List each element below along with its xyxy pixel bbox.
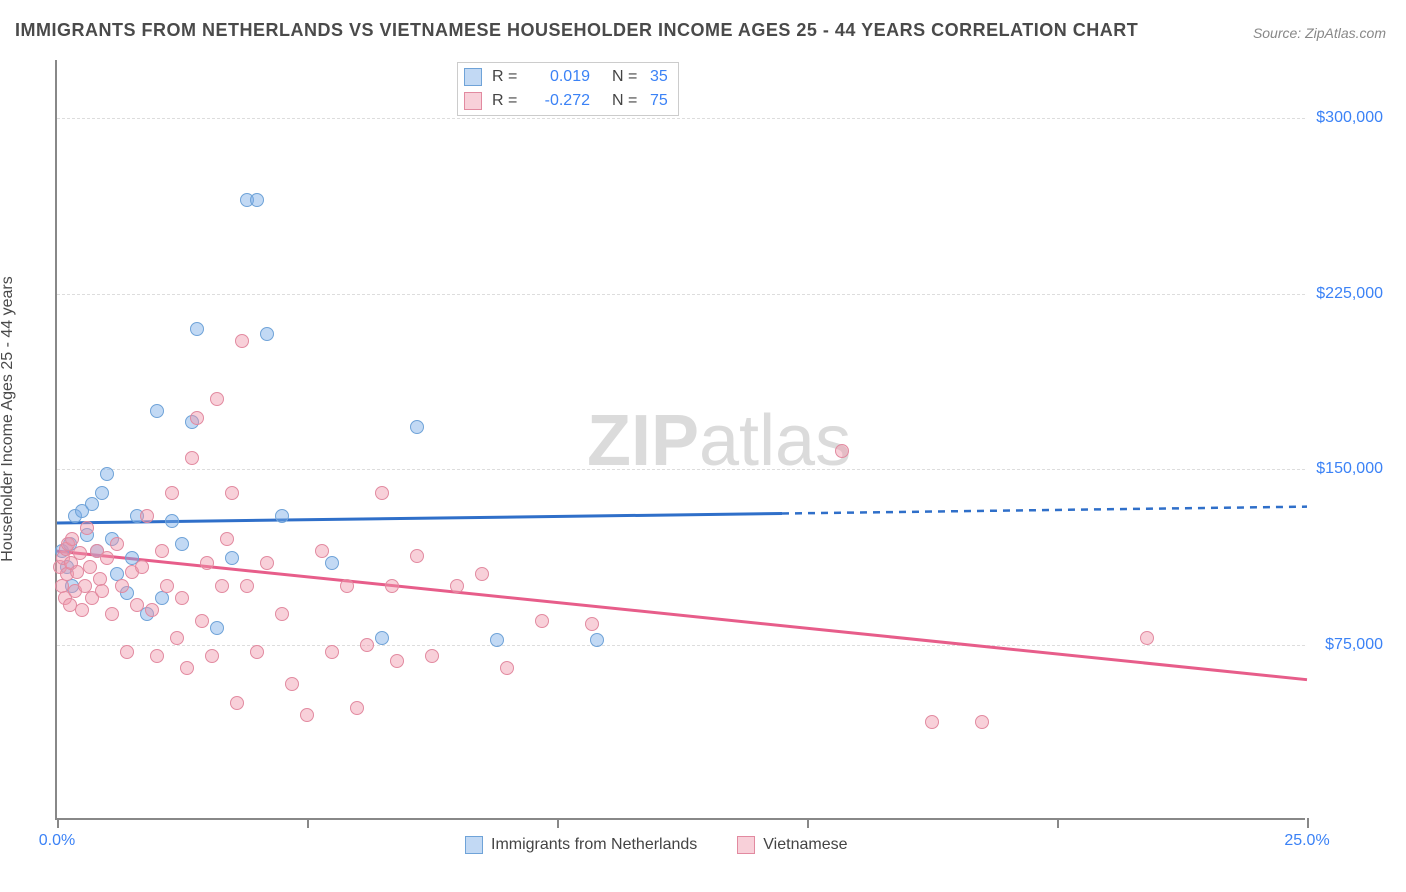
x-tick-label: 25.0% (1284, 832, 1329, 850)
data-point (100, 467, 114, 481)
data-point (120, 645, 134, 659)
data-point (190, 411, 204, 425)
data-point (195, 614, 209, 628)
data-point (175, 591, 189, 605)
data-point (250, 193, 264, 207)
data-point (340, 579, 354, 593)
data-point (585, 617, 599, 631)
y-tick-label: $300,000 (1316, 109, 1383, 127)
data-point (425, 649, 439, 663)
source-attribution: Source: ZipAtlas.com (1253, 25, 1386, 41)
data-point (260, 556, 274, 570)
data-point (375, 486, 389, 500)
data-point (225, 486, 239, 500)
x-tick-label: 0.0% (39, 832, 75, 850)
data-point (975, 715, 989, 729)
data-point (225, 551, 239, 565)
data-point (300, 708, 314, 722)
data-point (95, 486, 109, 500)
data-point (450, 579, 464, 593)
data-point (275, 607, 289, 621)
data-point (65, 532, 79, 546)
data-point (315, 544, 329, 558)
data-point (390, 654, 404, 668)
data-point (275, 509, 289, 523)
data-point (250, 645, 264, 659)
data-point (83, 560, 97, 574)
data-point (385, 579, 399, 593)
data-point (1140, 631, 1154, 645)
data-point (80, 521, 94, 535)
data-point (140, 509, 154, 523)
data-point (170, 631, 184, 645)
data-point (73, 546, 87, 560)
data-point (210, 392, 224, 406)
trend-lines (57, 60, 1307, 820)
data-point (220, 532, 234, 546)
data-point (500, 661, 514, 675)
data-point (535, 614, 549, 628)
data-point (165, 486, 179, 500)
data-point (205, 649, 219, 663)
data-point (925, 715, 939, 729)
data-point (240, 579, 254, 593)
data-point (185, 451, 199, 465)
data-point (230, 696, 244, 710)
swatch-series-0 (465, 836, 483, 854)
legend-item-1: Vietnamese (737, 836, 847, 854)
data-point (210, 621, 224, 635)
data-point (95, 584, 109, 598)
y-tick-label: $75,000 (1325, 636, 1383, 654)
trend-line-dashed (782, 507, 1307, 514)
y-tick-label: $150,000 (1316, 460, 1383, 478)
data-point (145, 603, 159, 617)
data-point (285, 677, 299, 691)
data-point (180, 661, 194, 675)
data-point (150, 404, 164, 418)
data-point (235, 334, 249, 348)
data-point (350, 701, 364, 715)
data-point (325, 645, 339, 659)
data-point (200, 556, 214, 570)
data-point (410, 420, 424, 434)
data-point (115, 579, 129, 593)
trend-line-solid (57, 551, 1307, 680)
data-point (410, 549, 424, 563)
data-point (190, 322, 204, 336)
data-point (590, 633, 604, 647)
chart-title: IMMIGRANTS FROM NETHERLANDS VS VIETNAMES… (15, 20, 1138, 41)
y-tick-label: $225,000 (1316, 285, 1383, 303)
data-point (150, 649, 164, 663)
data-point (215, 579, 229, 593)
data-point (110, 537, 124, 551)
legend-label-1: Vietnamese (763, 836, 847, 854)
data-point (490, 633, 504, 647)
x-tick (1307, 818, 1309, 828)
data-point (360, 638, 374, 652)
y-axis-label: Householder Income Ages 25 - 44 years (0, 276, 17, 562)
data-point (375, 631, 389, 645)
data-point (475, 567, 489, 581)
data-point (75, 603, 89, 617)
data-point (325, 556, 339, 570)
data-point (100, 551, 114, 565)
legend-item-0: Immigrants from Netherlands (465, 836, 697, 854)
data-point (105, 607, 119, 621)
data-point (260, 327, 274, 341)
data-point (835, 444, 849, 458)
data-point (135, 560, 149, 574)
legend-label-0: Immigrants from Netherlands (491, 836, 697, 854)
data-point (175, 537, 189, 551)
data-point (155, 544, 169, 558)
data-point (130, 598, 144, 612)
data-point (160, 579, 174, 593)
data-point (85, 497, 99, 511)
swatch-series-1 (737, 836, 755, 854)
chart-area: Householder Income Ages 25 - 44 years ZI… (55, 60, 1385, 820)
bottom-legend: Immigrants from Netherlands Vietnamese (465, 836, 848, 854)
data-point (165, 514, 179, 528)
plot-region: ZIPatlas R = 0.019 N = 35 R = -0.272 N =… (55, 60, 1305, 820)
